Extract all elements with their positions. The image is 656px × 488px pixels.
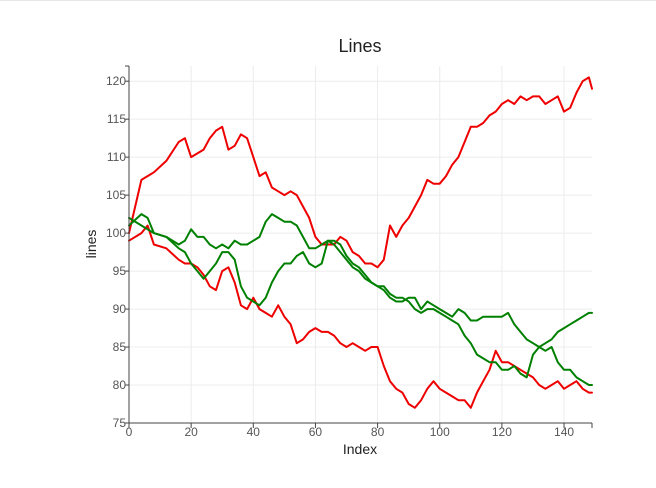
series-line-3 <box>128 213 593 348</box>
x-axis-label: Index <box>343 441 377 457</box>
x-tick-label: 80 <box>371 425 385 439</box>
series-line-2 <box>128 224 593 409</box>
chart-title: Lines <box>338 36 381 56</box>
y-tick-label: 75 <box>113 416 127 430</box>
y-tick-label: 120 <box>106 74 126 88</box>
grid <box>128 66 592 424</box>
x-tick-label: 100 <box>430 425 450 439</box>
x-tick-label: 140 <box>554 425 574 439</box>
axes <box>128 66 592 424</box>
y-tick-label: 100 <box>106 226 126 240</box>
x-tick-label: 40 <box>247 425 261 439</box>
y-tick-label: 105 <box>106 188 126 202</box>
y-tick-label: 110 <box>107 150 126 164</box>
y-axis-ticks: 75 80 85 90 95 100 105 110 115 120 <box>106 65 129 430</box>
x-tick-label: 120 <box>492 425 512 439</box>
x-tick-label: 0 <box>126 425 133 439</box>
y-tick-label: 85 <box>113 340 127 354</box>
x-axis-ticks: 0 20 40 60 80 100 120 140 <box>126 423 593 439</box>
y-tick-label: 95 <box>113 264 127 278</box>
y-tick-label: 115 <box>107 112 126 126</box>
x-tick-label: 20 <box>184 425 198 439</box>
y-tick-label: 80 <box>113 378 127 392</box>
y-tick-label: 90 <box>113 302 127 316</box>
x-tick-label: 60 <box>309 425 323 439</box>
series-line-4 <box>128 216 593 386</box>
top-border <box>0 0 656 1</box>
series-line-1 <box>128 76 593 269</box>
series-group <box>128 76 593 409</box>
y-axis-label: lines <box>83 230 99 259</box>
